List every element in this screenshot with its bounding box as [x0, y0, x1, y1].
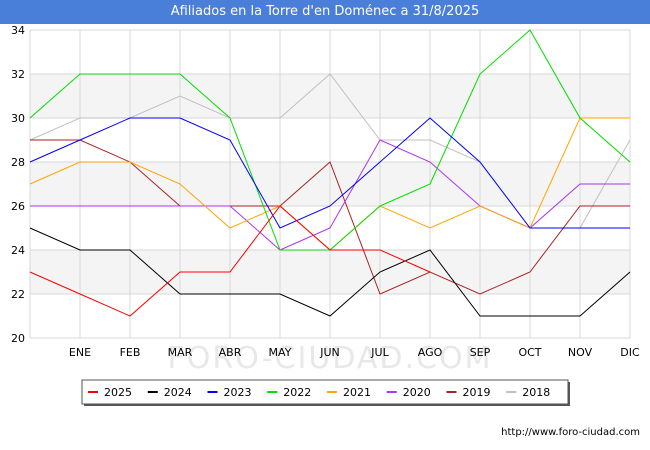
legend-label-2020: 2020: [403, 386, 431, 399]
series-line-2025: [29, 205, 431, 317]
x-tick-label: JUL: [370, 346, 389, 359]
y-tick-label: 34: [11, 24, 25, 37]
x-tick-label: SEP: [470, 346, 491, 359]
y-tick-label: 24: [11, 244, 25, 257]
x-tick-label: DIC: [620, 346, 640, 359]
x-tick-label: MAY: [269, 346, 292, 359]
legend-label-2024: 2024: [164, 386, 192, 399]
x-tick-label: AGO: [418, 346, 443, 359]
x-tick-label: NOV: [568, 346, 593, 359]
legend-label-2019: 2019: [463, 386, 491, 399]
source-url: http://www.foro-ciudad.com: [501, 427, 640, 438]
chart-title: Afiliados en la Torre d'en Doménec a 31/…: [170, 4, 480, 19]
y-tick-label: 22: [11, 288, 25, 301]
x-tick-label: MAR: [168, 346, 193, 359]
title-bar: [0, 0, 650, 24]
x-tick-label: JUN: [319, 346, 340, 359]
legend-label-2023: 2023: [224, 386, 252, 399]
x-tick-label: ABR: [219, 346, 242, 359]
x-tick-label: OCT: [518, 346, 541, 359]
legend-label-2021: 2021: [343, 386, 371, 399]
y-tick-label: 20: [11, 332, 25, 345]
legend: [81, 379, 569, 405]
series-line-2024: [29, 227, 631, 317]
legend-label-2022: 2022: [283, 386, 311, 399]
y-tick-label: 30: [11, 112, 25, 125]
y-tick-label: 32: [11, 68, 25, 81]
watermark: FORO-CIUDAD.COM: [168, 341, 493, 376]
y-tick-label: 26: [11, 200, 25, 213]
x-tick-label: ENE: [69, 346, 91, 359]
series-line-2023: [29, 117, 630, 229]
x-tick-label: FEB: [120, 346, 141, 359]
y-tick-label: 28: [11, 156, 25, 169]
legend-label-2025: 2025: [104, 386, 132, 399]
legend-label-2018: 2018: [522, 386, 550, 399]
